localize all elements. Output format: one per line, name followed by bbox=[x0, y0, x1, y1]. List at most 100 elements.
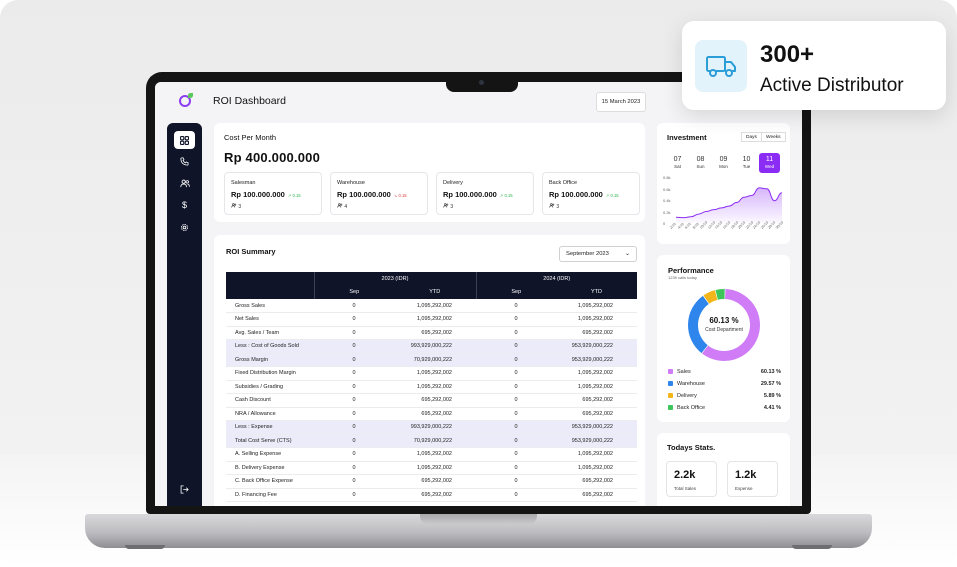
category-value: Rp 100.000.000 ↗ 0.15 bbox=[549, 190, 619, 199]
people-count: 4 bbox=[344, 204, 348, 210]
month-select-value: September 2023 bbox=[566, 251, 609, 257]
cell-value: 1,095,292,002 bbox=[556, 380, 637, 394]
category-amount: Rp 100.000.000 bbox=[549, 190, 603, 199]
laptop-foot bbox=[792, 545, 832, 549]
month-select[interactable]: September 2023 ⌄ bbox=[559, 246, 637, 262]
day-name: Sat bbox=[674, 164, 681, 169]
row-label: Less : Cost of Goods Sold bbox=[226, 339, 314, 354]
people-count: 3 bbox=[238, 204, 242, 210]
cell-value: 0 bbox=[476, 326, 556, 340]
performance-subtitle: 1239 calls today bbox=[668, 275, 697, 280]
cell-value: 70,929,000,222 bbox=[394, 434, 476, 448]
row-label: D. Financing Fee bbox=[226, 488, 314, 502]
date-picker[interactable]: 15 March 2023 bbox=[596, 92, 646, 112]
camera-notch bbox=[446, 72, 518, 92]
logout-icon[interactable] bbox=[174, 480, 195, 498]
table-row: B. Delivery Expense 0 1,095,292,002 0 1,095,… bbox=[226, 461, 637, 475]
category-change: ↘ 0.15 bbox=[393, 193, 407, 198]
cost-per-month-total: Rp 400.000.000 bbox=[224, 150, 321, 165]
donut-slice-back-office bbox=[715, 289, 725, 300]
performance-title: Performance bbox=[668, 266, 714, 275]
y-tick-label: 0.8k bbox=[663, 175, 671, 180]
table-row: Subsidies / Grading 0 1,095,292,002 0 1,095,… bbox=[226, 380, 637, 394]
dollar-icon[interactable]: $ bbox=[181, 200, 187, 210]
cell-value: 993,929,000,222 bbox=[394, 420, 476, 435]
investment-card: Investment Days Weeks 07 Sat 08 Sun 09 Mon 10 T… bbox=[657, 123, 790, 244]
cell-value: 0 bbox=[476, 488, 556, 502]
legend-label: Sales bbox=[677, 369, 691, 375]
sidebar: $ bbox=[167, 123, 202, 506]
gear-icon[interactable] bbox=[174, 218, 195, 236]
cell-value: 0 bbox=[476, 447, 556, 462]
category-name: Delivery bbox=[443, 180, 463, 186]
delivery-truck-icon bbox=[695, 40, 747, 92]
day-chip[interactable]: 10 Tue bbox=[736, 153, 757, 173]
legend-value: 60.13 % bbox=[760, 369, 781, 375]
day-chip[interactable]: 09 Mon bbox=[713, 153, 734, 173]
day-chip[interactable]: 07 Sat bbox=[667, 153, 688, 173]
cell-value: 695,292,002 bbox=[556, 326, 637, 340]
cell-value: 695,292,002 bbox=[394, 393, 476, 408]
legend-item: Delivery 5.89 % bbox=[668, 393, 781, 399]
laptop-lid: ROI Dashboard 15 March 2023 $ Cost bbox=[146, 72, 811, 514]
users-icon bbox=[231, 203, 237, 208]
table-row: D. Financing Fee 0 695,292,002 0 695,292,002 bbox=[226, 488, 637, 502]
day-chip[interactable]: 11 Wed bbox=[759, 153, 780, 173]
todays-stats-card: Todays Stats. 2.2k Total Sales 1.2k Expe… bbox=[657, 433, 790, 506]
cell-value: 0 bbox=[476, 380, 556, 394]
legend-item: Sales 60.13 % bbox=[668, 369, 781, 375]
phone-icon[interactable] bbox=[174, 152, 195, 170]
category-value: Rp 100.000.000 ↘ 0.15 bbox=[337, 190, 407, 199]
cell-value: 1,095,292,002 bbox=[394, 447, 476, 462]
cell-value: 953,929,000,222 bbox=[556, 434, 637, 448]
cost-per-month-card: Cost Per Month Rp 400.000.000 Salesman Rp… bbox=[214, 123, 645, 222]
row-label: Gross Margin bbox=[226, 353, 314, 367]
cell-value: 0 bbox=[476, 312, 556, 327]
category-amount: Rp 100.000.000 bbox=[443, 190, 497, 199]
row-label: NRA / Allowance bbox=[226, 407, 314, 421]
users-icon[interactable] bbox=[174, 174, 195, 192]
legend-value: 29.57 % bbox=[760, 381, 781, 387]
cell-value: 953,929,000,222 bbox=[556, 420, 637, 435]
cell-value: 695,292,002 bbox=[556, 393, 637, 408]
app-logo bbox=[179, 93, 193, 107]
cell-value: 0 bbox=[314, 353, 394, 367]
cell-value: 0 bbox=[476, 339, 556, 354]
cell-value: 0 bbox=[476, 434, 556, 448]
dashboard-icon[interactable] bbox=[174, 131, 195, 149]
cell-value: 0 bbox=[314, 488, 394, 502]
category-people: 3 bbox=[443, 203, 453, 210]
legend-value: 5.89 % bbox=[763, 393, 781, 399]
laptop-screen: ROI Dashboard 15 March 2023 $ Cost bbox=[155, 82, 802, 506]
laptop-base-groove bbox=[420, 514, 537, 524]
stat-label: Total Sales bbox=[674, 486, 697, 491]
chevron-down-icon: ⌄ bbox=[624, 251, 630, 257]
table-row: NRA / Allowance 0 695,292,002 0 695,292,002 bbox=[226, 407, 637, 421]
toggle-weeks[interactable]: Weeks bbox=[761, 132, 786, 142]
row-label: A. Selling Expense bbox=[226, 447, 314, 462]
page-title: ROI Dashboard bbox=[213, 95, 286, 107]
table-row: Gross Margin 0 70,929,000,222 0 953,929,000,… bbox=[226, 353, 637, 367]
cell-value: 0 bbox=[476, 299, 556, 313]
legend-value: 4.41 % bbox=[763, 405, 781, 411]
day-name: Wed bbox=[764, 164, 775, 169]
cell-value: 0 bbox=[476, 474, 556, 489]
cost-category-card: Back Office Rp 100.000.000 ↗ 0.15 3 bbox=[542, 172, 640, 215]
roi-summary-title: ROI Summary bbox=[226, 247, 276, 256]
legend-swatch bbox=[668, 405, 673, 411]
cell-value: 0 bbox=[314, 474, 394, 489]
category-people: 4 bbox=[337, 203, 347, 210]
day-chip[interactable]: 08 Sun bbox=[690, 153, 711, 173]
cell-value: 0 bbox=[476, 407, 556, 421]
cost-category-card: Salesman Rp 100.000.000 ↗ 0.15 3 bbox=[224, 172, 322, 215]
stat-expense: 1.2k Expense bbox=[727, 461, 778, 497]
col-header-ytd: YTD bbox=[394, 285, 476, 299]
laptop-foot bbox=[125, 545, 165, 549]
donut-slice-warehouse bbox=[688, 295, 709, 354]
cell-value: 695,292,002 bbox=[394, 407, 476, 421]
row-label: Less : Expense bbox=[226, 420, 314, 435]
row-label: C. Back Office Expense bbox=[226, 474, 314, 489]
y-tick-label: 0.6k bbox=[663, 186, 671, 192]
roi-summary-card: ROI Summary September 2023 ⌄ 2023 (IDR) … bbox=[214, 235, 645, 506]
todays-stats-title: Todays Stats. bbox=[667, 443, 716, 452]
